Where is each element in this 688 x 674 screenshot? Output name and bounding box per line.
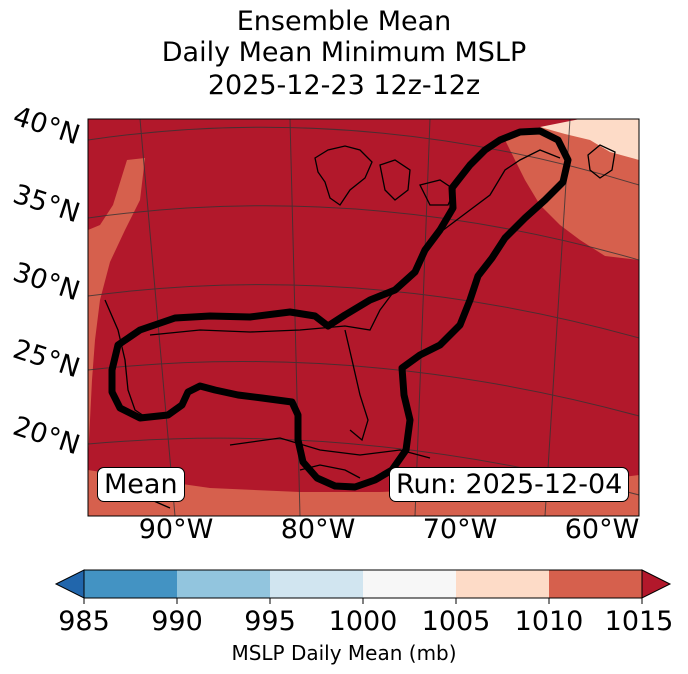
colorbar-label: MSLP Daily Mean (mb) [231, 641, 457, 665]
colorbar-tick-985: 985 [58, 606, 110, 637]
title-line-1: Ensemble Mean [236, 6, 452, 37]
colorbar-segment-990 [177, 570, 270, 598]
colorbar-segment-995 [270, 570, 363, 598]
lon-label-70w: 70°W [422, 514, 498, 545]
mslp-field-1010-south [88, 470, 639, 516]
colorbar-tick-1005: 1005 [421, 606, 491, 637]
mean-label: Mean [97, 467, 185, 502]
colorbar-tick-990: 990 [151, 606, 203, 637]
colorbar-extend-high [641, 569, 672, 599]
colorbar-segment-1010 [549, 570, 642, 598]
mslp-contour [108, 127, 572, 491]
lon-label-80w: 80°W [280, 514, 356, 545]
title-line-3: 2025-12-23 12z-12z [207, 70, 481, 101]
colorbar-tick-1010: 1010 [514, 606, 584, 637]
lon-label-60w: 60°W [564, 514, 640, 545]
colorbar-tick-1015: 1015 [604, 606, 674, 637]
colorbar [54, 569, 672, 604]
colorbar-tick-995: 995 [244, 606, 296, 637]
lon-label-90w: 90°W [138, 514, 214, 545]
colorbar-tick-1000: 1000 [328, 606, 398, 637]
title-line-2: Daily Mean Minimum MSLP [161, 37, 527, 68]
run-label: Run: 2025-12-04 [389, 467, 630, 502]
map-frame [87, 118, 640, 517]
colorbar-extend-low [54, 569, 85, 599]
mslp-field-1005-northeast [540, 119, 639, 160]
colorbar-segment-1000 [363, 570, 456, 598]
colorbar-segment-1005 [456, 570, 549, 598]
colorbar-segment-985 [84, 570, 177, 598]
mslp-field-1010-west [88, 158, 145, 460]
